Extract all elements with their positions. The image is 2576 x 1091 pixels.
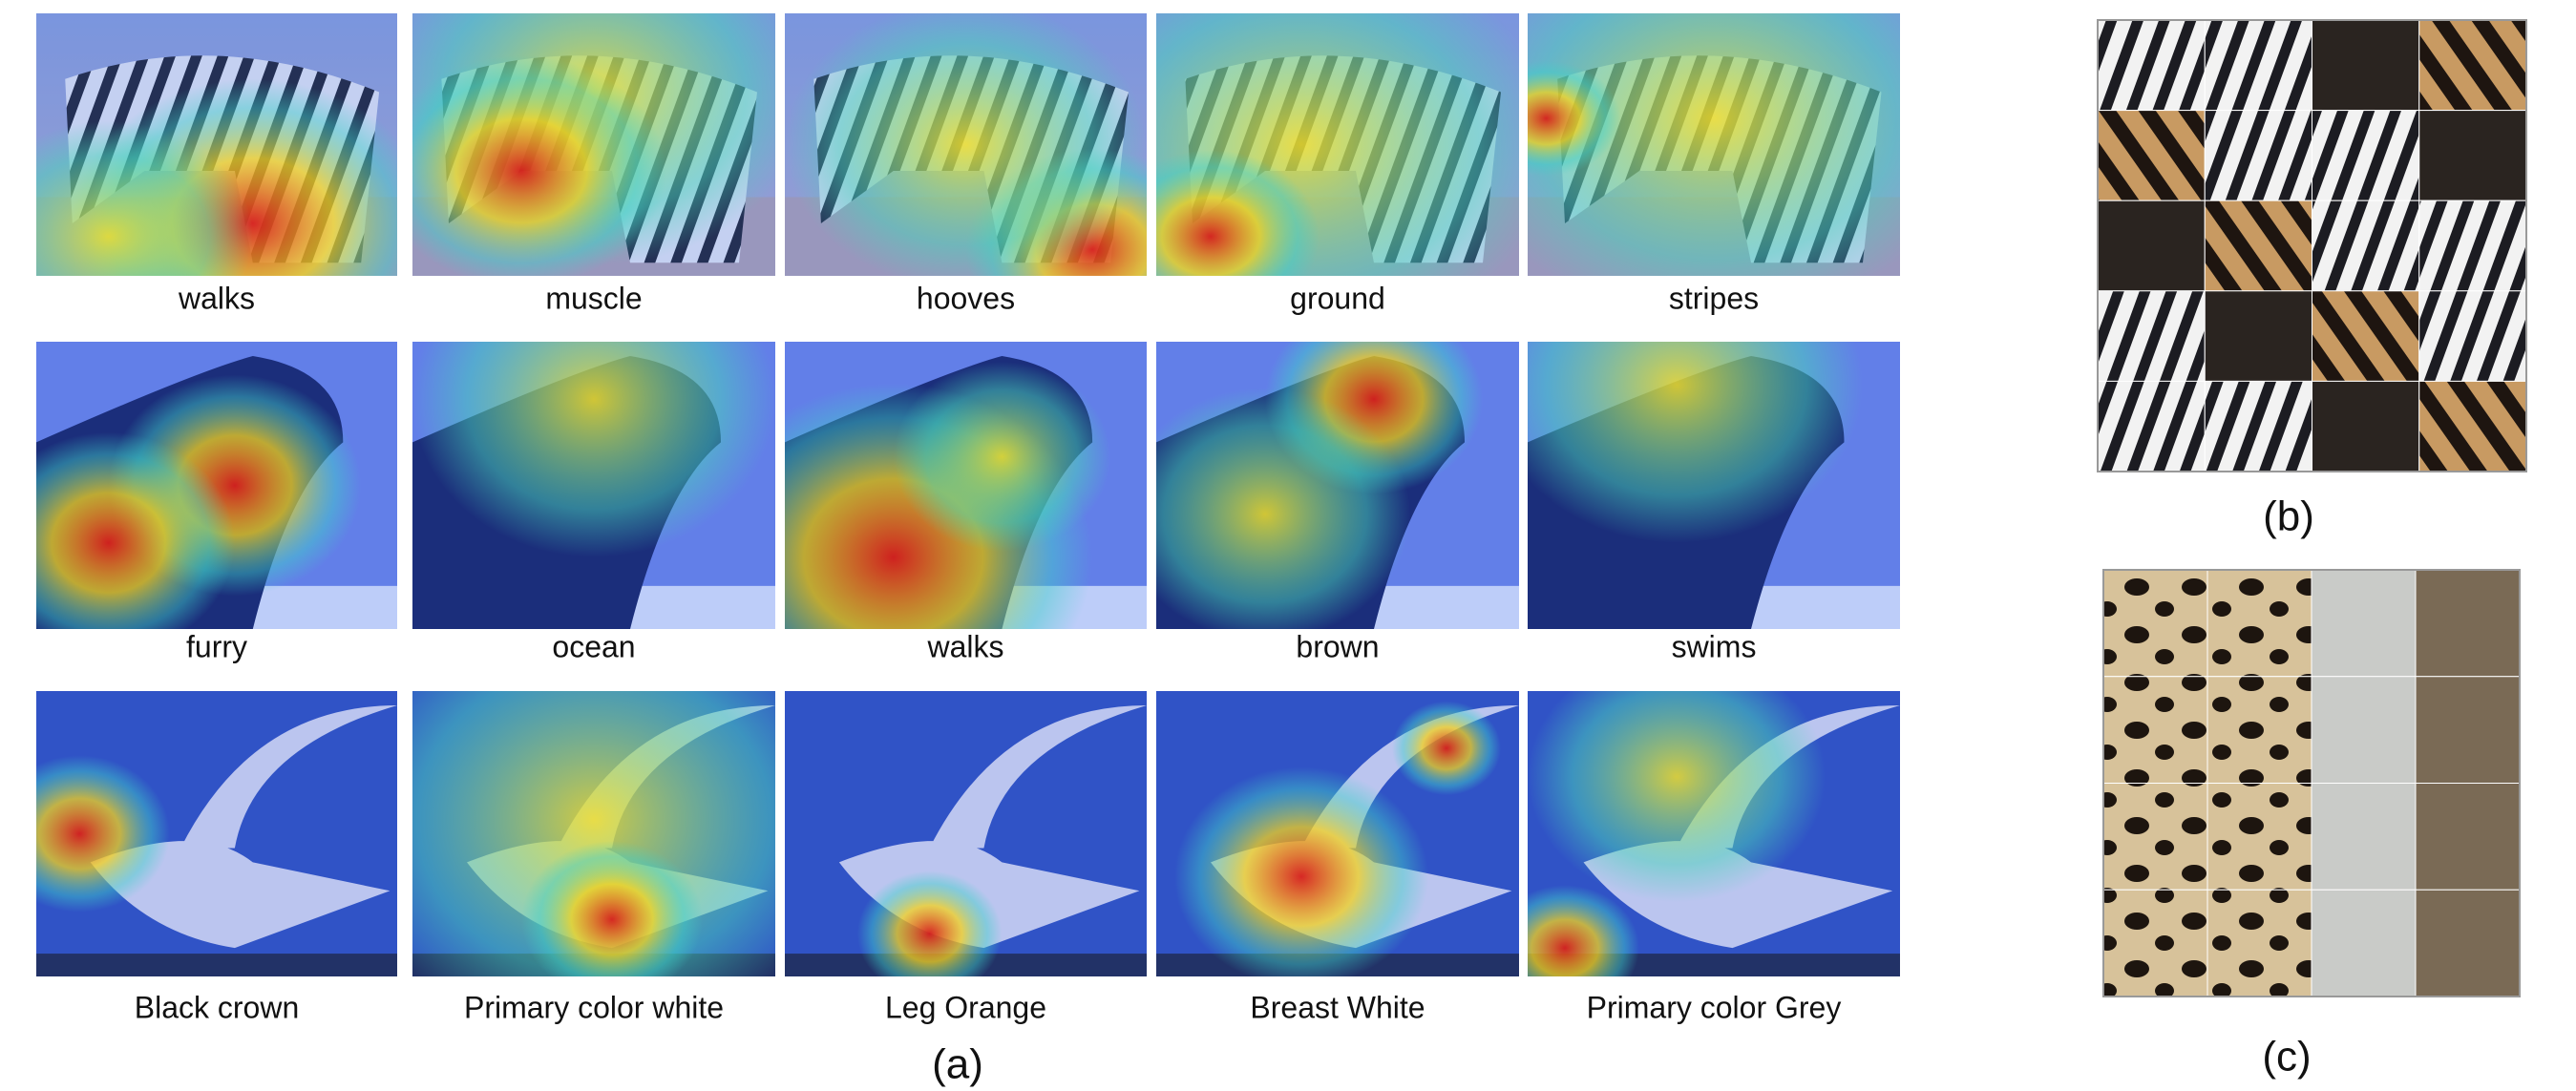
texture-tile	[2312, 677, 2416, 784]
heatmap-image	[1120, 304, 1519, 640]
texture-tile	[2103, 784, 2207, 891]
attribute-label: Primary color Grey	[1587, 990, 1842, 1024]
heat-blob	[376, 55, 666, 286]
image-content	[0, 691, 397, 976]
texture-tile	[2098, 20, 2205, 111]
texture-tile	[2312, 570, 2416, 677]
image-content	[340, 599, 848, 1039]
attribute-label: Breast White	[1250, 990, 1425, 1024]
heat-blob	[894, 362, 1110, 552]
texture-tile	[2205, 291, 2312, 382]
texture-tile	[2103, 890, 2207, 997]
attribute-label: muscle	[545, 281, 642, 315]
attribute-label: ground	[1290, 281, 1385, 315]
texture-tile	[2312, 111, 2419, 201]
texture-tile	[2312, 784, 2416, 891]
panel-caption: (a)	[932, 1041, 983, 1088]
texture-tile	[2103, 570, 2207, 677]
texture-tile	[2312, 291, 2419, 382]
attribute-label: Leg Orange	[885, 990, 1046, 1024]
heatmap-image	[376, 0, 812, 286]
texture-tile	[2416, 890, 2520, 997]
image-content	[1120, 304, 1519, 640]
texture-tile	[2207, 890, 2312, 997]
heatmap-image	[340, 599, 848, 1039]
attribute-label: stripes	[1669, 281, 1759, 315]
image-content	[1453, 0, 1974, 321]
texture-tile	[2207, 570, 2312, 677]
panel-caption: (c)	[2262, 1034, 2311, 1081]
heat-blob	[1174, 766, 1428, 986]
image-content	[1490, 651, 1900, 1011]
panel-caption: (b)	[2263, 493, 2314, 540]
attribute-label: furry	[186, 629, 247, 663]
heatmap-image	[0, 691, 397, 976]
texture-tile	[2207, 677, 2312, 784]
attribute-label: swims	[1672, 629, 1757, 663]
texture-tile	[2419, 111, 2526, 201]
heatmap-image	[0, 342, 397, 654]
attribute-label: brown	[1296, 629, 1379, 663]
attribute-label: walks	[178, 281, 255, 315]
texture-tile	[2419, 381, 2526, 472]
texture-tile	[2205, 20, 2312, 111]
texture-tile	[2098, 381, 2205, 472]
texture-tile	[2205, 200, 2312, 291]
texture-tile	[2312, 890, 2416, 997]
texture-tile	[2098, 291, 2205, 382]
attribute-label: hooves	[917, 281, 1015, 315]
heat-blob	[1392, 701, 1501, 795]
heatmap-image	[1156, 691, 1519, 986]
heat-blob	[521, 841, 703, 997]
texture-tile	[2103, 677, 2207, 784]
texture-tile	[2205, 111, 2312, 201]
texture-tile	[2419, 20, 2526, 111]
image-content	[376, 0, 812, 286]
heat-blob	[1120, 388, 1410, 640]
attribute-label: Primary color white	[464, 990, 724, 1024]
texture-tile	[2416, 677, 2520, 784]
texture-tile	[2419, 291, 2526, 382]
heat-blob	[857, 871, 1003, 997]
attribute-label: Black crown	[135, 990, 300, 1024]
texture-tile	[2416, 570, 2520, 677]
texture-tile	[2416, 784, 2520, 891]
heatmap-image	[1453, 0, 1974, 321]
texture-tile	[2205, 381, 2312, 472]
attribute-label: ocean	[552, 629, 635, 663]
heatmap-image	[1490, 651, 1900, 1011]
heatmap-image	[785, 691, 1147, 997]
texture-tile	[2312, 200, 2419, 291]
texture-tile	[2207, 784, 2312, 891]
image-content	[1156, 691, 1519, 986]
heat-blob	[785, 0, 1147, 289]
heat-blob	[1528, 651, 1826, 902]
attribute-label: walks	[926, 629, 1003, 663]
texture-tile	[2098, 200, 2205, 291]
texture-tile	[2312, 20, 2419, 111]
texture-tile	[2419, 200, 2526, 291]
image-content	[785, 691, 1147, 997]
texture-tile	[2098, 111, 2205, 201]
texture-tile	[2312, 381, 2419, 472]
image-content	[0, 342, 397, 654]
figure: walks muscle hooves ground stripes furry ocean…	[0, 0, 2576, 1091]
